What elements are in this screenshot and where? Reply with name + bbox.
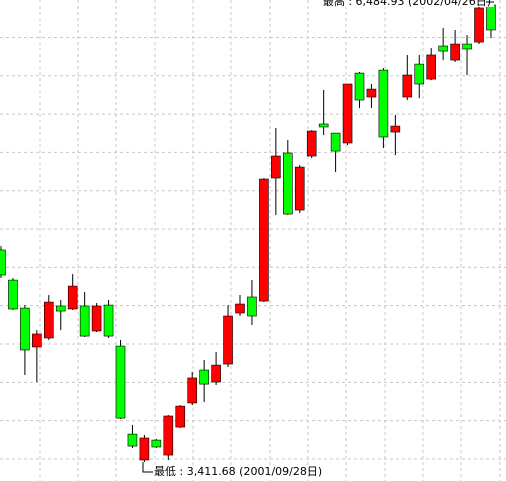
candle-body (259, 178, 269, 302)
candle-body (32, 333, 42, 348)
candle-body (0, 249, 6, 276)
candle-body (318, 123, 329, 128)
low-annotation: 最低 : 3,411.68 (2001/09/28日) (154, 465, 322, 478)
candle-body (354, 72, 365, 101)
candle-body (342, 83, 353, 144)
candle-body (43, 301, 54, 339)
candle-body (282, 152, 293, 215)
candle-body (8, 279, 18, 310)
candle-body (271, 155, 281, 179)
candle-body (294, 166, 305, 211)
low-arrow (142, 462, 153, 473)
candle-body (103, 304, 114, 337)
candle-body (450, 43, 460, 61)
candle-body (127, 433, 138, 447)
candle-body (306, 130, 317, 157)
candle-body (402, 74, 413, 98)
candle-body (55, 305, 66, 312)
candle-body (79, 305, 90, 337)
candle-body (366, 88, 377, 98)
candle-body (20, 307, 30, 351)
candle-body (390, 125, 401, 133)
candle-body (330, 132, 341, 152)
label-background (326, 0, 494, 7)
candle-body (67, 285, 78, 310)
label-background (150, 465, 308, 479)
candle-body (151, 439, 162, 448)
candle-body (474, 7, 484, 43)
candle-body (163, 415, 174, 456)
candle-body (223, 315, 233, 365)
candle-body (486, 4, 496, 31)
candle-body (211, 364, 221, 383)
candle-body (235, 303, 245, 314)
high-annotation: 最高 : 6,484.93 (2002/04/26日) (323, 0, 491, 8)
candle-body (247, 296, 257, 317)
candle-body (91, 305, 102, 332)
candle-body (426, 54, 437, 80)
candle-body (139, 437, 150, 461)
candle-body (378, 69, 389, 138)
candle-body (175, 405, 186, 428)
candle-body (199, 369, 209, 385)
candle-body (414, 63, 425, 85)
candle-body (462, 43, 472, 50)
candle-body (115, 345, 126, 419)
candle-body (187, 377, 197, 404)
candle-body (438, 45, 448, 52)
